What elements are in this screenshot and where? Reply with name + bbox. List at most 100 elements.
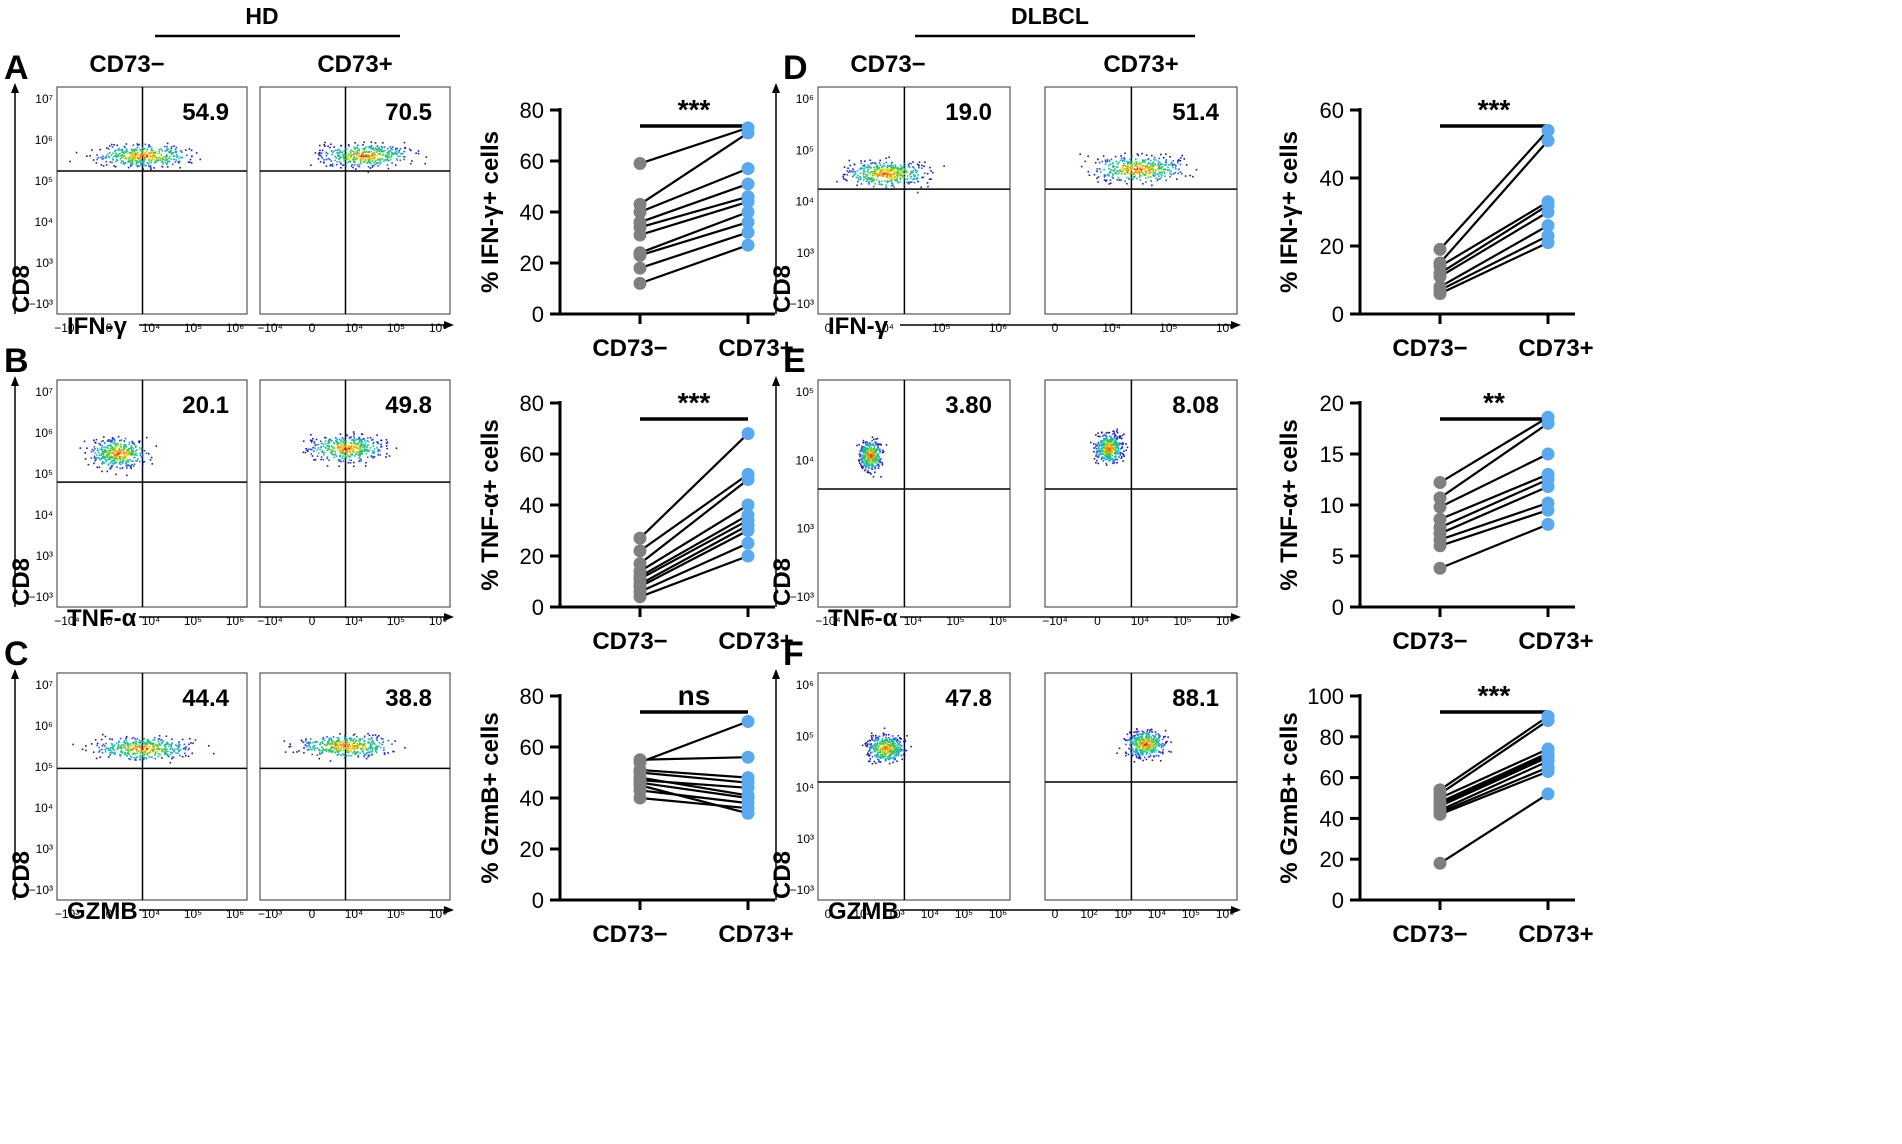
event-dot: [353, 750, 356, 753]
event-dot: [378, 150, 381, 152]
event-dot: [1140, 170, 1142, 173]
event-dot: [128, 161, 131, 163]
event-dot: [129, 151, 131, 154]
event-dot: [136, 160, 138, 162]
event-dot: [1159, 162, 1161, 164]
event-dot: [892, 751, 895, 754]
event-dot: [1102, 446, 1105, 449]
event-dot: [1113, 448, 1116, 450]
event-dot: [165, 752, 167, 755]
event-dot: [876, 751, 879, 754]
event-dot: [880, 171, 883, 174]
event-dot: [878, 169, 880, 171]
event-dot: [875, 734, 877, 737]
event-dot: [328, 739, 331, 742]
event-dot: [165, 157, 167, 160]
event-dot: [377, 165, 379, 167]
event-dot: [326, 747, 328, 750]
event-dot: [339, 160, 341, 163]
event-dot: [330, 143, 332, 146]
event-dot: [887, 752, 890, 754]
event-dot: [330, 737, 332, 740]
event-dot: [361, 159, 364, 161]
event-dot: [125, 162, 127, 165]
event-dot: [878, 180, 880, 182]
event-dot: [338, 753, 340, 755]
event-dot: [338, 465, 340, 467]
event-dot: [1125, 443, 1127, 445]
event-dot: [122, 744, 124, 746]
quadrant-value: 8.08: [1172, 392, 1219, 419]
event-dot: [347, 446, 350, 449]
event-dot: [893, 168, 896, 170]
event-dot: [1152, 167, 1154, 170]
event-dot: [132, 743, 134, 746]
event-dot: [171, 152, 174, 154]
event-dot: [325, 154, 328, 157]
event-dot: [1149, 176, 1152, 178]
x-tick-label: 10⁵: [1159, 321, 1177, 335]
event-dot: [139, 160, 142, 163]
event-dot: [358, 441, 360, 443]
event-dot: [1118, 436, 1120, 439]
event-dot: [868, 467, 871, 469]
event-dot: [1164, 168, 1167, 170]
event-dot: [323, 739, 326, 742]
event-dot: [298, 750, 300, 752]
event-dot: [1103, 449, 1106, 452]
event-dot: [874, 750, 877, 752]
event-dot: [869, 471, 871, 474]
event-dot: [1135, 756, 1138, 759]
event-dot: [357, 754, 360, 757]
event-dot: [1169, 172, 1171, 175]
event-dot: [335, 745, 338, 748]
event-dot: [877, 736, 879, 739]
event-dot: [134, 454, 136, 456]
event-dot: [134, 747, 136, 749]
event-dot: [898, 752, 901, 755]
event-dot: [150, 159, 153, 162]
event-dot: [363, 160, 366, 163]
event-dot: [879, 443, 882, 445]
event-dot: [90, 450, 93, 453]
event-dot: [97, 452, 100, 454]
event-dot: [344, 451, 347, 453]
event-dot: [316, 443, 319, 446]
event-dot: [360, 460, 362, 462]
event-dot: [310, 448, 313, 451]
event-dot: [902, 166, 905, 169]
event-dot: [150, 166, 152, 168]
event-dot: [1157, 178, 1159, 181]
event-dot: [356, 735, 358, 738]
event-dot: [185, 754, 187, 757]
event-dot: [107, 447, 109, 449]
event-dot: [1100, 448, 1103, 451]
event-dot: [389, 150, 392, 152]
x-tick-label: 10⁶: [989, 614, 1007, 628]
event-dot: [369, 447, 372, 449]
event-dot: [139, 158, 141, 161]
event-dot: [105, 742, 107, 745]
event-dot: [309, 439, 312, 441]
event-dot: [106, 456, 108, 458]
event-dot: [117, 148, 120, 151]
event-dot: [361, 449, 364, 451]
event-dot: [129, 162, 132, 165]
event-dot: [886, 742, 888, 745]
event-dot: [399, 159, 402, 162]
event-dot: [154, 751, 157, 754]
event-dot: [897, 175, 900, 177]
event-dot: [176, 748, 178, 750]
event-dot: [876, 458, 879, 460]
event-dot: [93, 455, 96, 458]
event-dot: [866, 743, 869, 745]
event-dot: [140, 456, 143, 458]
event-dot: [342, 153, 344, 156]
event-dot: [104, 751, 107, 753]
event-dot: [336, 750, 339, 752]
event-dot: [126, 735, 128, 738]
event-dot: [128, 745, 131, 747]
event-dot: [1107, 440, 1110, 443]
event-dot: [194, 739, 197, 741]
event-dot: [889, 178, 892, 181]
